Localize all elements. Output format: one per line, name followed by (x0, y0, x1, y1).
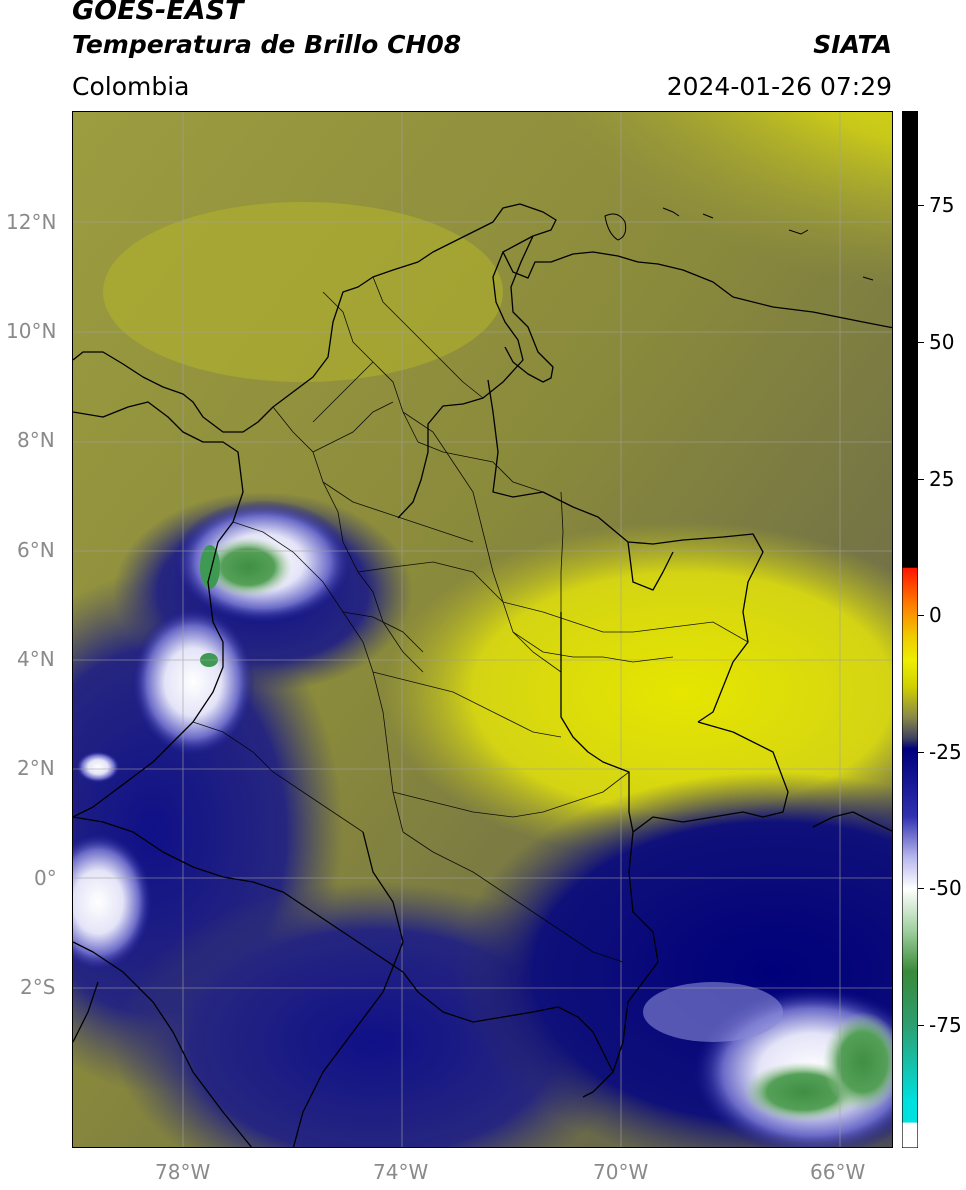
cold-core-antioquia (204, 537, 292, 597)
dept-border-2 (272, 406, 424, 673)
venezuela-brazil-border (812, 811, 892, 832)
dept-border-7 (372, 671, 562, 738)
figure-title: GOES-EAST (72, 0, 244, 26)
department-borders (192, 276, 749, 963)
lat-label-10n: 10°N (6, 319, 57, 343)
figure-subtitle: Temperatura de Brillo CH08 (72, 30, 462, 59)
colorbar-tick-25 (918, 479, 924, 480)
lat-label-8n: 8°N (17, 428, 55, 452)
lon-label-70w: 70°W (593, 1160, 649, 1184)
timestamp-label: 2024-01-26 07:29 (666, 72, 892, 101)
dept-border-14 (402, 831, 624, 963)
dept-border-11 (312, 361, 374, 423)
pacific-coastline (73, 401, 244, 818)
lat-label-2s: 2°S (20, 975, 56, 999)
dept-border-17 (560, 491, 564, 612)
colorbar-tick-0 (918, 615, 924, 616)
venezuela-border (487, 379, 764, 723)
colorbar-label-25: 25 (929, 467, 955, 491)
brazil-border (560, 612, 659, 1098)
lon-label-78w: 78°W (155, 1160, 211, 1184)
dept-border-4 (402, 411, 562, 673)
lon-label-66w: 66°W (810, 1160, 866, 1184)
graticule (73, 112, 892, 1147)
island-margarita (788, 229, 809, 235)
convective-cell-ecuador (73, 832, 153, 972)
lon-label-74w: 74°W (373, 1160, 429, 1184)
colorbar-tick-75 (918, 205, 924, 206)
colorbar-label-75: 75 (929, 193, 955, 217)
brightness-temperature-map (73, 112, 892, 1147)
convective-band-amazon (643, 982, 783, 1042)
lat-label-0: 0° (34, 866, 57, 890)
dept-border-18 (372, 276, 484, 399)
colorbar-label-minus25: -25 (929, 740, 962, 764)
colorbar-tick-minus75 (918, 1025, 924, 1026)
colorbar-tick-minus25 (918, 752, 924, 753)
ecuador-peru-border (73, 941, 253, 1147)
dept-border-6 (357, 561, 504, 603)
island-curacao (604, 213, 627, 241)
caribbean-coastline-east (502, 203, 892, 329)
lat-label-4n: 4°N (17, 647, 55, 671)
colorbar-label-minus75: -75 (929, 1013, 962, 1037)
map-panel (72, 111, 893, 1148)
brazil-border-north (632, 721, 789, 833)
colorbar-gradient (902, 111, 918, 1148)
islands (604, 207, 874, 281)
colorbar (902, 111, 918, 1148)
dept-border-15 (502, 601, 749, 643)
dept-border-9 (192, 721, 364, 833)
maracaibo-lake (504, 235, 554, 383)
peru-ecuador-border (73, 816, 614, 1073)
island-bonaire (662, 207, 680, 217)
lat-label-6n: 6°N (17, 538, 55, 562)
convective-cell-pacific (131, 607, 255, 757)
guayaquil-coast (73, 981, 99, 1043)
colorbar-tick-minus50 (918, 888, 924, 889)
warm-region-northwest (103, 202, 503, 382)
dept-border-13 (342, 611, 424, 653)
colorbar-tick-50 (918, 342, 924, 343)
dept-border-16 (512, 631, 674, 663)
lat-label-12n: 12°N (6, 210, 57, 234)
dept-border-3 (232, 521, 404, 833)
region-label: Colombia (72, 72, 190, 101)
colorbar-label-50: 50 (929, 330, 955, 354)
caribbean-coastline-west (73, 203, 521, 433)
peru-border-inland (292, 831, 404, 1147)
cold-core-antioquia-west (200, 545, 220, 589)
colorbar-label-minus50: -50 (929, 876, 962, 900)
warm-region-north (293, 112, 892, 452)
dept-border-8 (392, 771, 630, 818)
orinoco-border (627, 541, 674, 591)
brand-label: SIATA (813, 30, 892, 59)
convective-cell-tumaco (76, 751, 120, 783)
island-trinidad (862, 276, 874, 281)
lat-label-2n: 2°N (17, 756, 55, 780)
dept-border-5 (417, 441, 544, 493)
island-aves (702, 213, 714, 219)
dept-border-10 (312, 401, 394, 453)
boundaries (73, 203, 892, 1147)
dept-border-12 (322, 481, 474, 543)
colorbar-label-0: 0 (929, 603, 942, 627)
